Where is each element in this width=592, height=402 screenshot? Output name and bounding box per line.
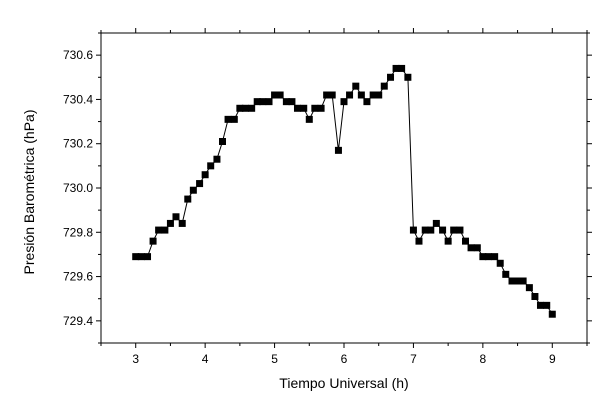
data-point: [241, 104, 249, 112]
data-point: [548, 310, 556, 318]
data-point: [236, 104, 244, 112]
data-point: [207, 162, 215, 170]
y-tick-label: 730.2: [63, 137, 93, 151]
x-tick-label: 7: [410, 352, 417, 366]
data-point: [479, 253, 487, 261]
x-axis-title: Tiempo Universal (h): [279, 375, 408, 391]
data-point: [132, 253, 140, 261]
data-point: [491, 253, 499, 261]
data-point: [502, 270, 510, 278]
data-point: [380, 82, 388, 90]
y-tick-label: 729.4: [63, 314, 93, 328]
data-point: [259, 98, 267, 106]
data-point: [525, 284, 533, 292]
y-tick-label: 729.8: [63, 225, 93, 239]
data-point: [392, 64, 400, 72]
x-tick-label: 4: [202, 352, 209, 366]
data-point: [531, 293, 539, 300]
data-point: [456, 226, 464, 234]
data-point: [467, 244, 475, 252]
data-point: [375, 91, 383, 99]
data-point: [196, 180, 204, 188]
data-point: [248, 104, 256, 112]
data-point: [496, 259, 504, 267]
data-point: [144, 253, 152, 261]
data-point: [346, 91, 354, 99]
data-point: [543, 301, 551, 309]
data-point: [300, 104, 308, 112]
data-point: [404, 73, 412, 81]
y-tick-label: 730.4: [63, 92, 93, 106]
data-point: [328, 91, 336, 99]
plot-border: [100, 32, 588, 344]
data-point: [484, 253, 492, 261]
data-point: [288, 98, 296, 106]
data-point: [369, 91, 377, 99]
data-point: [409, 226, 417, 234]
y-tick-label: 729.6: [63, 270, 93, 284]
pressure-series: [132, 64, 556, 318]
data-point: [311, 104, 319, 112]
data-point: [363, 98, 371, 106]
data-point: [201, 171, 209, 179]
x-tick-label: 6: [341, 352, 348, 366]
x-tick-label: 5: [271, 352, 278, 366]
data-point: [230, 115, 238, 123]
data-point: [519, 277, 527, 285]
data-point: [432, 219, 440, 227]
data-point: [161, 226, 169, 234]
x-axis-ticks: 3 4 5 6 7 8 9: [100, 28, 588, 366]
data-point: [166, 219, 174, 227]
data-point: [305, 115, 313, 123]
data-point: [155, 226, 163, 234]
data-point: [323, 91, 331, 99]
data-point: [219, 138, 226, 145]
data-point: [282, 98, 290, 106]
data-point: [137, 253, 145, 261]
data-point: [427, 226, 435, 234]
x-tick-label: 3: [132, 352, 139, 366]
data-point: [271, 91, 279, 99]
data-point: [189, 186, 197, 194]
data-point: [178, 219, 186, 227]
data-point: [415, 237, 423, 245]
data-point: [184, 195, 192, 203]
data-point: [352, 82, 360, 90]
data-point: [213, 155, 221, 163]
data-point: [508, 277, 516, 285]
data-point: [536, 301, 544, 309]
x-tick-label: 9: [549, 352, 556, 366]
data-point: [340, 98, 348, 106]
data-point: [421, 226, 429, 234]
data-point: [398, 64, 406, 72]
data-point: [253, 98, 261, 106]
data-point: [387, 73, 395, 81]
y-axis-ticks: 729.4 729.6 729.8 730.0 730.2 730.4 730.6: [63, 32, 592, 344]
y-tick-label: 730.0: [63, 181, 93, 195]
data-point: [439, 226, 447, 234]
plot-frame: [100, 32, 588, 344]
x-tick-label: 8: [480, 352, 487, 366]
data-point: [462, 237, 469, 245]
data-point: [172, 213, 180, 221]
data-point: [357, 91, 365, 99]
data-point: [149, 237, 157, 245]
data-point: [514, 277, 522, 285]
data-point: [265, 98, 273, 106]
data-point: [293, 104, 301, 112]
y-axis-title: Presión Barométrica (hPa): [21, 110, 37, 275]
y-tick-label: 730.6: [63, 48, 93, 62]
data-point: [473, 244, 481, 252]
data-point: [450, 226, 458, 234]
series-line: [135, 67, 553, 315]
data-point: [276, 91, 284, 99]
data-point: [317, 104, 325, 112]
data-point: [334, 146, 342, 154]
data-point: [444, 237, 452, 245]
data-point: [224, 115, 232, 123]
